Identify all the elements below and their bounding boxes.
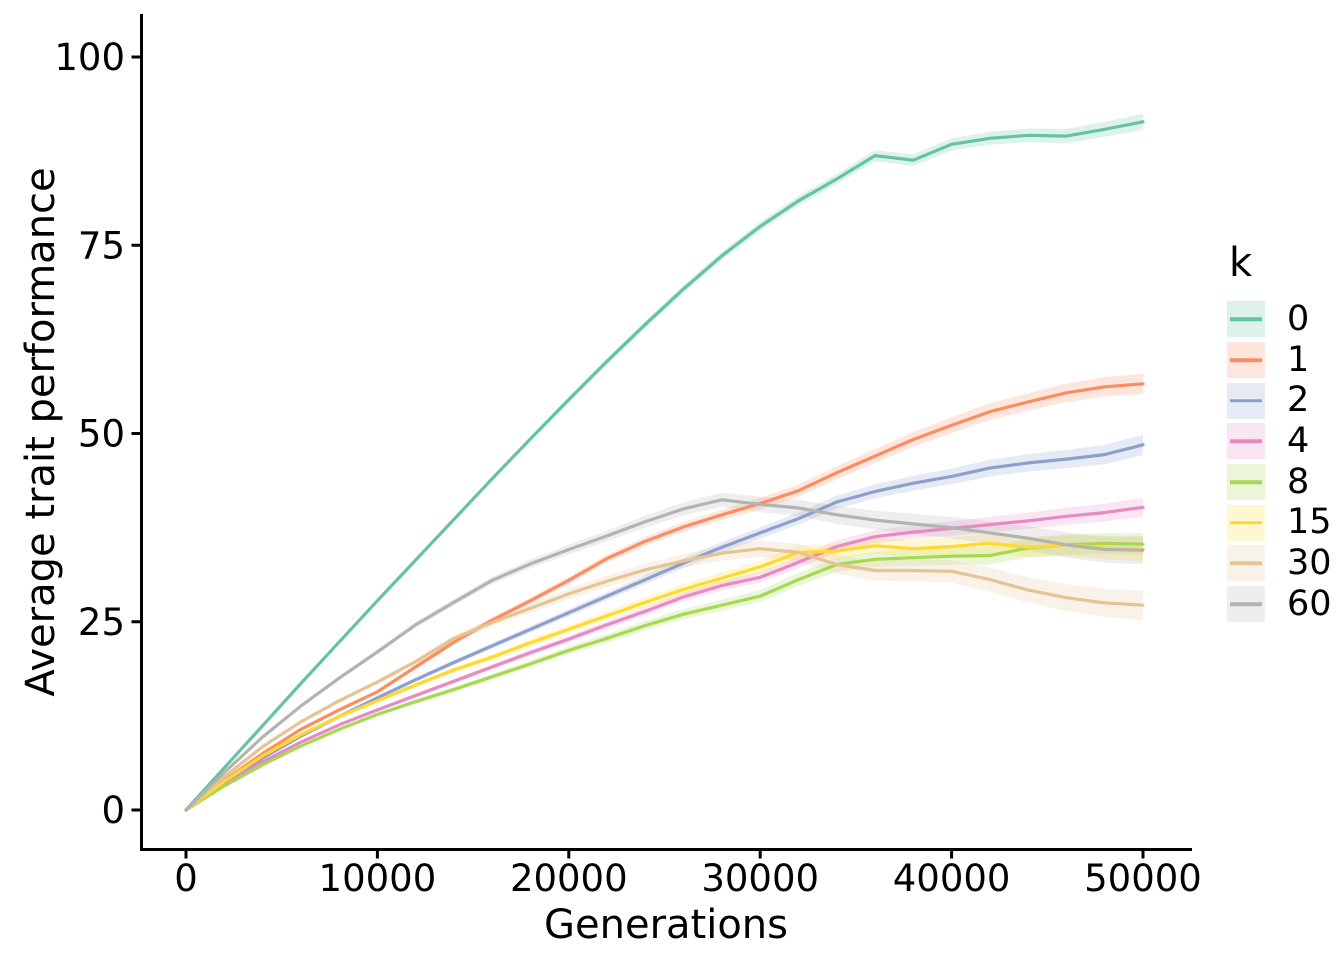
x-tick-label: 20000 <box>510 857 628 900</box>
legend-key-swatch <box>1227 382 1265 419</box>
y-tick-label: 50 <box>78 413 125 456</box>
series-line-k4 <box>184 505 1145 812</box>
legend-key-line <box>1230 521 1262 525</box>
legend-key-swatch <box>1227 423 1265 460</box>
series-line-k60 <box>184 498 1145 812</box>
series-line-k1 <box>184 382 1145 812</box>
legend-key-line <box>1230 602 1262 606</box>
y-tick-label: 25 <box>78 601 125 644</box>
x-tick-label: 0 <box>174 857 198 900</box>
series-line-k30 <box>184 547 1145 812</box>
legend-item-k8: 8 <box>1227 462 1332 503</box>
legend-key-swatch <box>1227 504 1265 541</box>
series-line-k0 <box>184 120 1145 812</box>
series-line-k8 <box>184 541 1145 812</box>
legend-label: 2 <box>1287 380 1310 421</box>
legend-key-swatch <box>1227 301 1265 338</box>
legend-key-swatch <box>1227 342 1265 379</box>
legend-key-line <box>1230 358 1262 362</box>
legend-item-k15: 15 <box>1227 502 1332 543</box>
legend-item-k4: 4 <box>1227 421 1332 462</box>
legend-key-line <box>1230 480 1262 484</box>
legend-items: 0 1 2 4 8 15 30 60 <box>1227 299 1332 625</box>
legend-item-k30: 30 <box>1227 543 1332 584</box>
legend-label: 0 <box>1287 298 1310 339</box>
legend-label: 8 <box>1287 461 1310 502</box>
legend-label: 4 <box>1287 420 1310 461</box>
legend-key-swatch <box>1227 545 1265 582</box>
y-axis-title: Average trait performance <box>18 167 64 697</box>
legend-label: 15 <box>1287 502 1332 543</box>
series-line-k2 <box>184 443 1145 812</box>
legend-key-line <box>1230 398 1262 403</box>
legend-key-line <box>1230 439 1262 444</box>
legend-item-k1: 1 <box>1227 340 1332 381</box>
y-tick-label: 0 <box>101 789 125 832</box>
legend-label: 30 <box>1287 542 1332 583</box>
legend-item-k2: 2 <box>1227 380 1332 421</box>
x-tick-label: 40000 <box>893 857 1011 900</box>
y-tick-label: 75 <box>78 224 125 267</box>
legend-label: 60 <box>1287 583 1332 624</box>
series-line-k15 <box>184 541 1145 812</box>
legend: k 0 1 2 4 8 15 30 60 <box>1227 240 1332 625</box>
y-tick-label: 100 <box>54 36 125 79</box>
x-tick-label: 10000 <box>319 857 437 900</box>
legend-key-swatch <box>1227 464 1265 501</box>
legend-key-line <box>1230 561 1262 566</box>
legend-key-line <box>1230 317 1262 322</box>
legend-title: k <box>1229 240 1253 286</box>
legend-item-k60: 60 <box>1227 584 1332 625</box>
legend-label: 1 <box>1287 339 1310 380</box>
x-tick-label: 30000 <box>701 857 819 900</box>
legend-item-k0: 0 <box>1227 299 1332 340</box>
legend-key-swatch <box>1227 586 1265 623</box>
x-axis-title: Generations <box>544 902 788 948</box>
x-tick-label: 50000 <box>1084 857 1202 900</box>
